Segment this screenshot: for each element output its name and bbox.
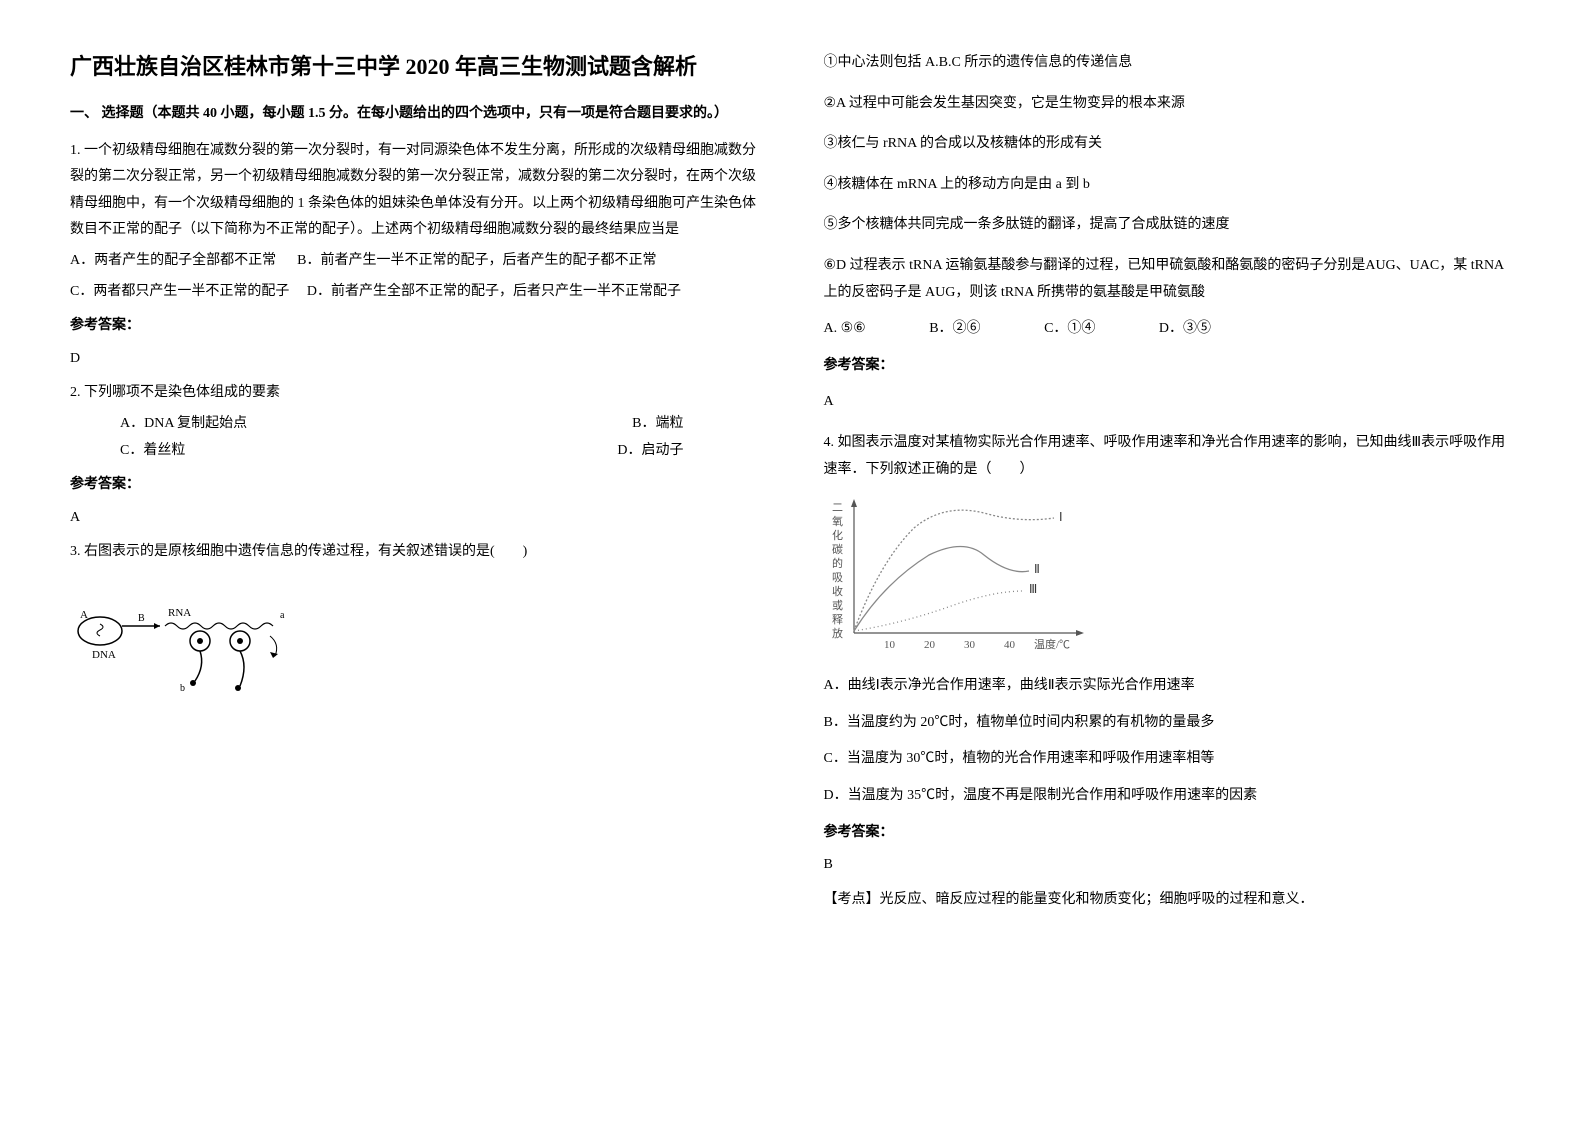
svg-text:温度/℃: 温度/℃	[1034, 637, 1070, 651]
q4-stem: 4. 如图表示温度对某植物实际光合作用速率、呼吸作用速率和净光合作用速率的影响，…	[824, 430, 1518, 483]
svg-text:20: 20	[924, 639, 936, 651]
svg-text:DNA: DNA	[92, 649, 116, 661]
q1-stem: 1. 一个初级精母细胞在减数分裂的第一次分裂时，有一对同源染色体不发生分离，所形…	[70, 138, 764, 244]
q3-optB: B．②⑥	[929, 321, 980, 336]
q4-optD: D．当温度为 35℃时，温度不再是限制光合作用和呼吸作用速率的因素	[824, 783, 1518, 810]
q2-row2: C．着丝粒 D．启动子	[70, 438, 764, 465]
svg-text:Ⅲ: Ⅲ	[1029, 582, 1037, 596]
q1-answer: D	[70, 346, 764, 373]
right-column: ①中心法则包括 A.B.C 所示的遗传信息的传递信息 ②A 过程中可能会发生基因…	[794, 50, 1548, 1072]
q3-optC: C．①④	[1044, 321, 1095, 336]
q1-optB: B．前者产生一半不正常的配子，后者产生的配子都不正常	[297, 253, 656, 268]
q3-optD: D．③⑤	[1159, 321, 1211, 336]
svg-text:30: 30	[964, 639, 976, 651]
document-title: 广西壮族自治区桂林市第十三中学 2020 年高三生物测试题含解析	[70, 50, 764, 83]
svg-text:收: 收	[832, 584, 843, 598]
svg-text:碳: 碳	[832, 542, 843, 556]
svg-text:b: b	[180, 683, 185, 694]
q2-optD: D．启动子	[617, 438, 683, 465]
q1-answer-heading: 参考答案：	[70, 313, 764, 340]
q1-options-row2: C．两者都只产生一半不正常的配子 D．前者产生全部不正常的配子，后者只产生一半不…	[70, 279, 764, 306]
q3-s5: ⑤多个核糖体共同完成一条多肽链的翻译，提高了合成肽链的速度	[824, 212, 1518, 239]
q3-optA: A. ⑤⑥	[824, 321, 866, 336]
svg-text:化: 化	[832, 528, 843, 542]
svg-text:B: B	[138, 613, 145, 624]
svg-text:吸: 吸	[832, 572, 843, 584]
q1-optC: C．两者都只产生一半不正常的配子	[70, 284, 289, 299]
q3-answer-heading: 参考答案：	[824, 353, 1518, 380]
q4-answer: B	[824, 852, 1518, 879]
q4-answer-heading: 参考答案：	[824, 820, 1518, 847]
q3-stem: 3. 右图表示的是原核细胞中遗传信息的传递过程，有关叙述错误的是( )	[70, 539, 764, 566]
svg-text:Ⅰ: Ⅰ	[1059, 510, 1063, 524]
q2-optB: B．端粒	[632, 411, 683, 438]
svg-text:放: 放	[832, 626, 843, 640]
q3-s2: ②A 过程中可能会发生基因突变，它是生物变异的根本来源	[824, 91, 1518, 118]
q2-stem: 2. 下列哪项不是染色体组成的要素	[70, 380, 764, 407]
svg-text:10: 10	[884, 639, 896, 651]
q1-optD: D．前者产生全部不正常的配子，后者只产生一半不正常配子	[307, 284, 681, 299]
svg-text:二: 二	[832, 502, 843, 514]
svg-text:释: 释	[832, 613, 843, 626]
q3-s3: ③核仁与 rRNA 的合成以及核糖体的形成有关	[824, 131, 1518, 158]
q1-optA: A．两者产生的配子全部都不正常	[70, 253, 276, 268]
svg-text:或: 或	[832, 599, 843, 612]
q2-row1: A．DNA 复制起始点 B．端粒	[70, 411, 764, 438]
svg-text:RNA: RNA	[168, 607, 191, 619]
svg-text:a: a	[280, 610, 285, 621]
left-column: 广西壮族自治区桂林市第十三中学 2020 年高三生物测试题含解析 一、 选择题（…	[40, 50, 794, 1072]
svg-text:40: 40	[1004, 639, 1016, 651]
q4-optB: B．当温度约为 20℃时，植物单位时间内积累的有机物的量最多	[824, 710, 1518, 737]
svg-text:的: 的	[832, 556, 843, 570]
q3-options: A. ⑤⑥ B．②⑥ C．①④ D．③⑤	[824, 316, 1518, 343]
q4-chart: 二 氧 化 碳 的 吸 收 或 释 放 10 20 30 40 温度/℃ Ⅰ Ⅱ…	[824, 493, 1104, 663]
q4-kaodian: 【考点】光反应、暗反应过程的能量变化和物质变化；细胞呼吸的过程和意义．	[824, 887, 1518, 914]
q3-s1: ①中心法则包括 A.B.C 所示的遗传信息的传递信息	[824, 50, 1518, 77]
q2-optC: C．着丝粒	[120, 438, 185, 465]
q2-answer-heading: 参考答案：	[70, 472, 764, 499]
svg-text:A: A	[80, 609, 88, 621]
svg-text:氧: 氧	[832, 514, 843, 528]
q2-answer: A	[70, 505, 764, 532]
q3-answer: A	[824, 389, 1518, 416]
q1-options-row1: A．两者产生的配子全部都不正常 B．前者产生一半不正常的配子，后者产生的配子都不…	[70, 248, 764, 275]
section-1-title: 一、 选择题（本题共 40 小题，每小题 1.5 分。在每小题给出的四个选项中，…	[70, 101, 764, 128]
q3-s6: ⑥D 过程表示 tRNA 运输氨基酸参与翻译的过程，已知甲硫氨酸和酪氨酸的密码子…	[824, 253, 1518, 306]
q2-optA: A．DNA 复制起始点	[120, 411, 247, 438]
q4-optC: C．当温度为 30℃时，植物的光合作用速率和呼吸作用速率相等	[824, 746, 1518, 773]
q3-s4: ④核糖体在 mRNA 上的移动方向是由 a 到 b	[824, 172, 1518, 199]
q3-figure: A DNA B RNA a b	[70, 576, 330, 696]
svg-text:Ⅱ: Ⅱ	[1034, 562, 1040, 576]
q4-optA: A．曲线Ⅰ表示净光合作用速率，曲线Ⅱ表示实际光合作用速率	[824, 673, 1518, 700]
